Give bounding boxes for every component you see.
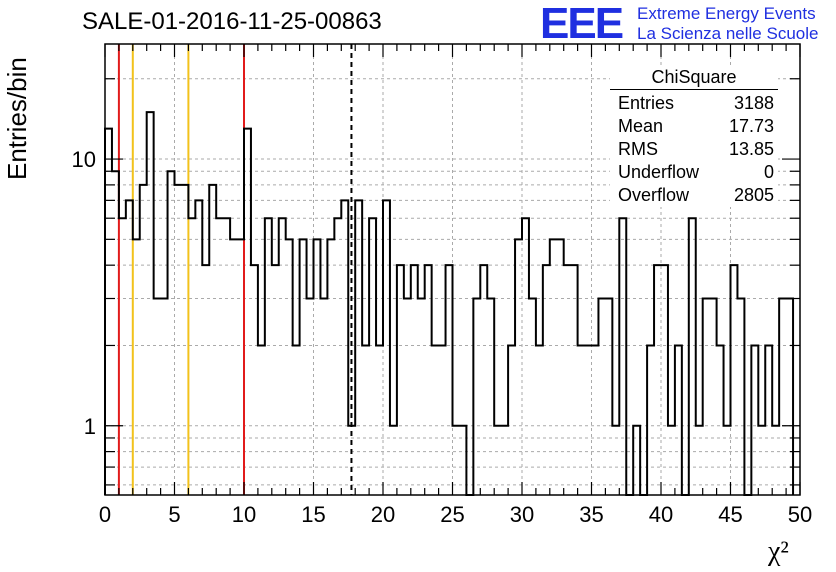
x-tick-label: 45	[718, 502, 742, 527]
y-tick-labels: 1 10	[72, 147, 96, 439]
x-tick-label: 0	[99, 502, 111, 527]
x-tick-label: 30	[510, 502, 534, 527]
stats-value: 17.73	[728, 116, 774, 136]
stats-value: 13.85	[728, 139, 774, 159]
stats-label: Underflow	[618, 162, 700, 182]
y-axis-label: Entries/bin	[2, 57, 32, 180]
x-axis-label: χ²	[768, 536, 789, 567]
y-tick-label: 10	[72, 147, 96, 172]
x-tick-label: 50	[788, 502, 812, 527]
stats-label: Overflow	[618, 185, 690, 205]
logo-line-1: Extreme Energy Events	[637, 4, 816, 23]
y-tick-label: 1	[84, 414, 96, 439]
stats-label: RMS	[618, 139, 658, 159]
stats-row-overflow: Overflow 2805	[610, 184, 778, 207]
eee-logo: EEE	[540, 0, 624, 48]
stats-title: ChiSquare	[651, 67, 737, 87]
stats-value: 0	[763, 162, 774, 182]
stats-box: ChiSquare Entries 3188 Mean 17.73 RMS 13.85…	[610, 66, 778, 207]
x-tick-label: 20	[371, 502, 395, 527]
histogram-series	[104, 111, 795, 496]
x-tick-label: 35	[579, 502, 603, 527]
axis-ticks	[104, 44, 801, 495]
stats-value: 2805	[733, 185, 774, 205]
x-tick-label: 5	[168, 502, 180, 527]
stats-row-underflow: Underflow 0	[610, 161, 778, 184]
stats-row-entries: Entries 3188	[610, 92, 778, 115]
stats-divider	[610, 89, 778, 90]
stats-row-mean: Mean 17.73	[610, 115, 778, 138]
x-tick-label: 25	[440, 502, 464, 527]
stats-row-rms: RMS 13.85	[610, 138, 778, 161]
stats-label: Mean	[618, 116, 664, 136]
x-tick-label: 10	[232, 502, 256, 527]
chart-title: SALE-01-2016-11-25-00863	[82, 8, 382, 35]
x-tick-label: 40	[649, 502, 673, 527]
x-tick-label: 15	[301, 502, 325, 527]
marker-lines	[117, 44, 353, 495]
logo-line-2: La Scienza nelle Scuole	[637, 24, 819, 43]
stats-label: Entries	[618, 93, 675, 113]
stats-value: 3188	[733, 93, 774, 113]
x-tick-labels: 0 5 10 15 20 25 30 35 40 45 50	[99, 502, 812, 527]
